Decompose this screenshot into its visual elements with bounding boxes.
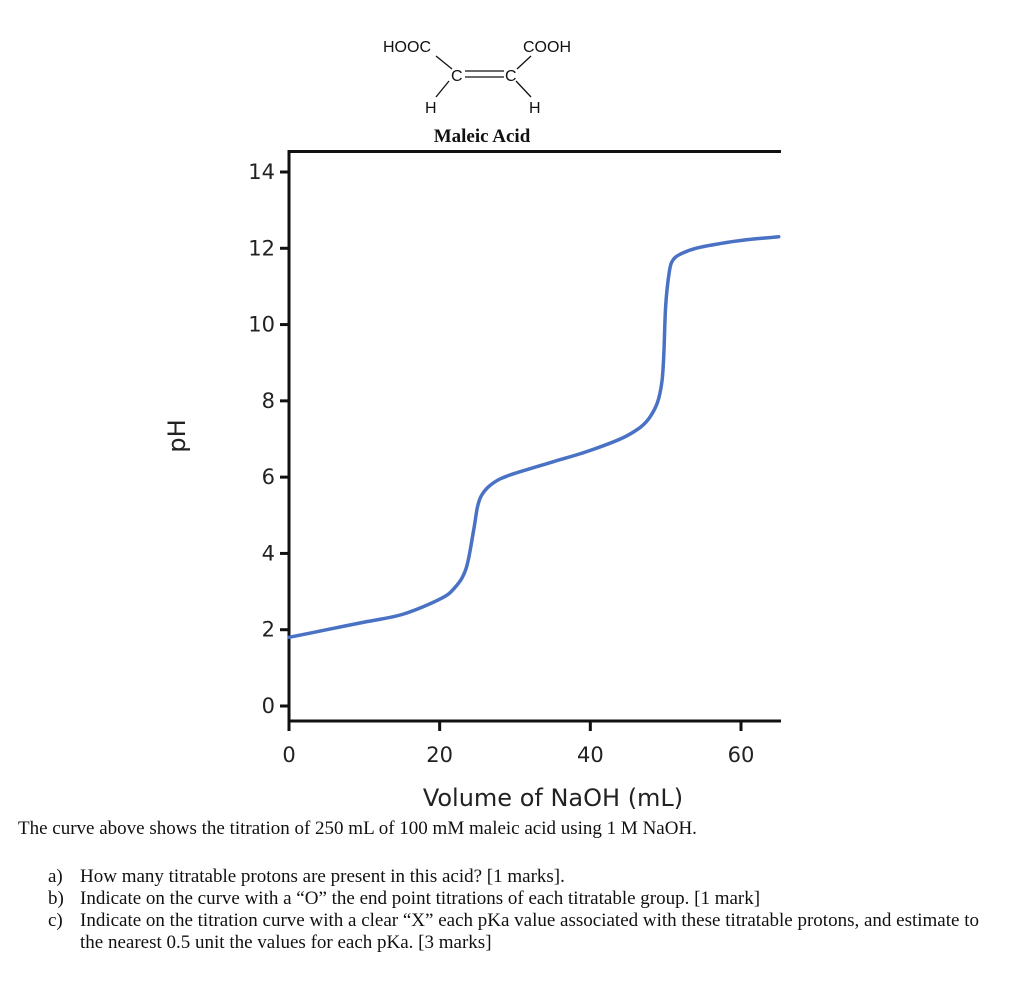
structure-carbon-right: C bbox=[505, 68, 517, 85]
y-ticks: 0 2 4 6 8 10 12 14 bbox=[248, 160, 288, 718]
x-ticks: 0 20 40 60 bbox=[282, 722, 754, 767]
series-line-titration-curve bbox=[287, 235, 781, 640]
bond-left-hydrogen bbox=[435, 80, 450, 98]
structure-name: Maleic Acid bbox=[434, 126, 531, 147]
structure-left-group: HOOC bbox=[383, 39, 431, 56]
maleic-acid-structure: HOOC COOH C C H H Maleic Acid bbox=[383, 39, 571, 147]
question-label: c) bbox=[48, 910, 63, 931]
question-item: c) Indicate on the titration curve with … bbox=[48, 910, 998, 954]
titration-chart: HOOC COOH C C H H Maleic Acid 0 2 4 6 8 10 12 1… bbox=[163, 39, 781, 812]
question-label: a) bbox=[48, 866, 63, 887]
caption-text: The curve above shows the titration of 2… bbox=[18, 818, 697, 839]
y-tick-label: 10 bbox=[248, 313, 275, 337]
question-text: Indicate on the titration curve with a c… bbox=[80, 910, 979, 953]
question-text: Indicate on the curve with a “O” the end… bbox=[80, 888, 761, 909]
y-tick-label: 0 bbox=[262, 694, 275, 718]
y-tick-label: 2 bbox=[262, 618, 275, 642]
question-item: b) Indicate on the curve with a “O” the … bbox=[48, 888, 998, 910]
y-tick-label: 4 bbox=[262, 541, 275, 565]
x-axis-title: Volume of NaOH (mL) bbox=[423, 784, 683, 812]
question-text: How many titratable protons are present … bbox=[80, 866, 565, 887]
y-tick-label: 8 bbox=[262, 389, 275, 413]
plot-frame bbox=[287, 150, 781, 723]
structure-hydrogen-left: H bbox=[425, 100, 437, 117]
bond-right-hydrogen bbox=[515, 80, 532, 98]
question-list: a) How many titratable protons are prese… bbox=[48, 866, 998, 954]
bond-left-group bbox=[435, 55, 453, 70]
x-tick-label: 40 bbox=[577, 743, 604, 767]
question-item: a) How many titratable protons are prese… bbox=[48, 866, 998, 888]
bond-right-group bbox=[516, 55, 532, 70]
series-group bbox=[287, 235, 781, 640]
y-tick-label: 14 bbox=[248, 160, 275, 184]
question-label: b) bbox=[48, 888, 64, 909]
structure-carbon-left: C bbox=[451, 68, 463, 85]
x-tick-label: 60 bbox=[728, 743, 755, 767]
y-axis-title: pH bbox=[163, 419, 191, 452]
structure-hydrogen-right: H bbox=[529, 100, 541, 117]
structure-right-group: COOH bbox=[523, 39, 571, 56]
y-tick-label: 12 bbox=[248, 236, 275, 260]
y-tick-label: 6 bbox=[262, 465, 275, 489]
x-tick-label: 0 bbox=[282, 743, 295, 767]
x-tick-label: 20 bbox=[426, 743, 453, 767]
